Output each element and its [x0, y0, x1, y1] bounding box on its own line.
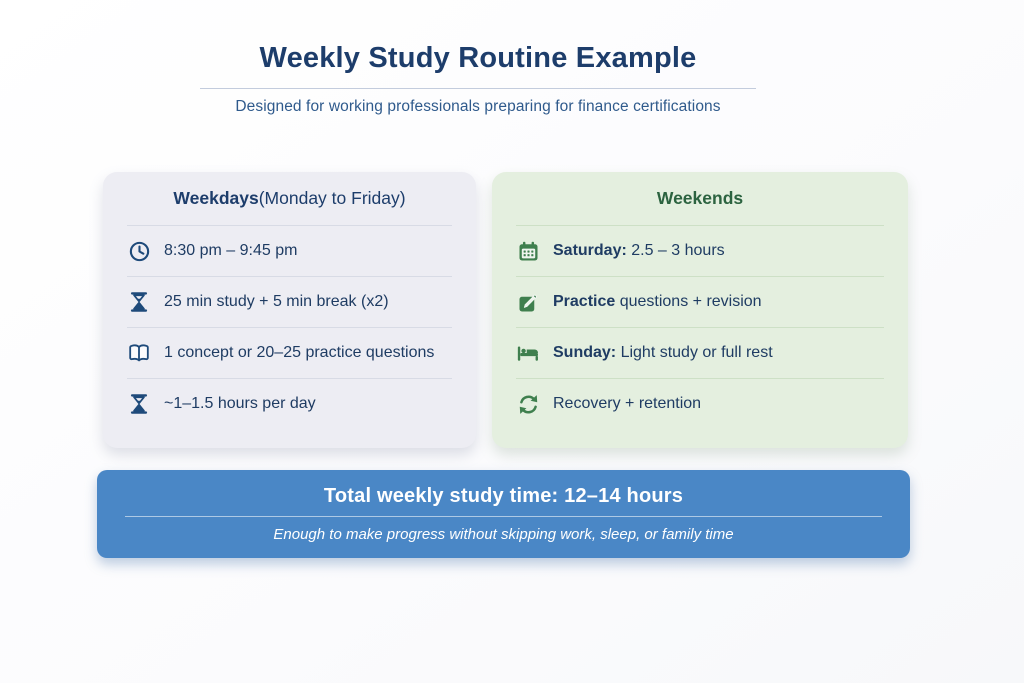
refresh-icon: [516, 393, 540, 416]
hourglass-icon: [127, 291, 151, 313]
weekdays-card-title: Weekdays (Monday to Friday): [127, 172, 452, 225]
weekends-card: Weekends Saturday: 2.5 – 3 hours: [492, 172, 908, 448]
calendar-icon: [516, 240, 540, 263]
bed-icon: [516, 342, 540, 365]
row-text: 25 min study + 5 min break (x2): [164, 293, 389, 310]
weekends-card-title: Weekends: [516, 172, 884, 225]
banner-divider: [125, 516, 882, 517]
weekdays-row-time: 8:30 pm – 9:45 pm: [127, 225, 452, 276]
weekdays-row-pomodoro: 25 min study + 5 min break (x2): [127, 276, 452, 327]
row-text: 1 concept or 20–25 practice questions: [164, 344, 435, 361]
title-divider: [200, 88, 756, 89]
weekends-row-saturday: Saturday: 2.5 – 3 hours: [516, 225, 884, 276]
banner-title: Total weekly study time: 12–14 hours: [323, 485, 684, 507]
row-text: 8:30 pm – 9:45 pm: [164, 242, 298, 259]
weekdays-card: Weekdays (Monday to Friday) 8:30 pm – 9:…: [103, 172, 476, 448]
row-text: Practice questions + revision: [553, 293, 762, 310]
open-book-icon: [127, 342, 151, 365]
row-text: Sunday: Light study or full rest: [553, 344, 773, 361]
row-text: ~1–1.5 hours per day: [164, 395, 316, 412]
weekends-title-bold: Weekends: [656, 188, 744, 208]
page-header: Weekly Study Routine Example Designed fo…: [0, 0, 956, 116]
weekdays-title-bold: Weekdays: [173, 188, 259, 208]
pencil-square-icon: [516, 291, 540, 314]
hourglass-icon: [127, 393, 151, 415]
banner-subtitle: Enough to make progress without skipping…: [273, 526, 734, 543]
weekdays-row-scope: 1 concept or 20–25 practice questions: [127, 327, 452, 378]
total-banner: Total weekly study time: 12–14 hours Eno…: [97, 470, 910, 558]
weekends-row-practice: Practice questions + revision: [516, 276, 884, 327]
clock-icon: [127, 240, 151, 263]
weekdays-title-rest: (Monday to Friday): [258, 188, 406, 208]
page-subtitle: Designed for working professionals prepa…: [235, 98, 721, 115]
row-text: Saturday: 2.5 – 3 hours: [553, 242, 725, 259]
weekends-row-recovery: Recovery + retention: [516, 378, 884, 429]
row-text: Recovery + retention: [553, 395, 702, 412]
weekdays-row-total: ~1–1.5 hours per day: [127, 378, 452, 429]
page-title: Weekly Study Routine Example: [259, 42, 697, 74]
weekends-row-sunday: Sunday: Light study or full rest: [516, 327, 884, 378]
